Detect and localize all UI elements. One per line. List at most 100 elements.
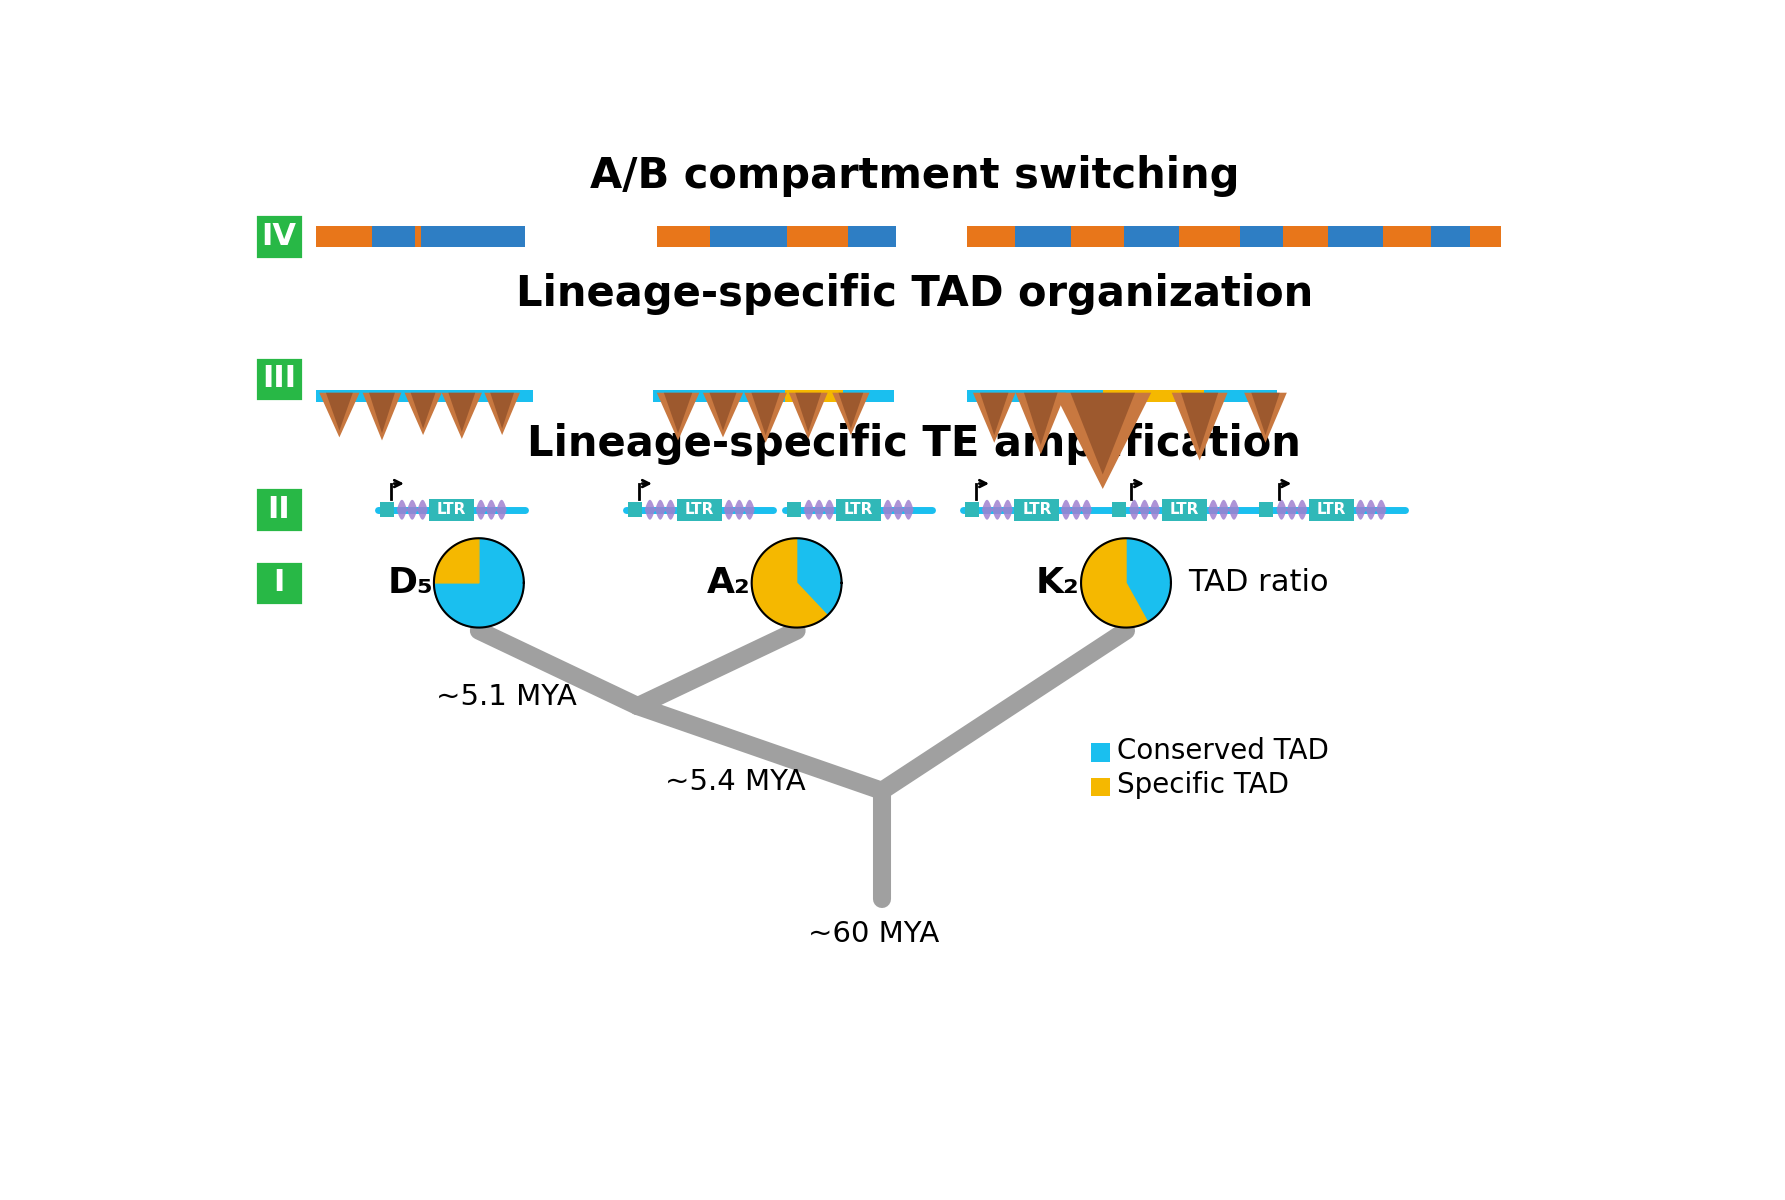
Polygon shape (491, 392, 514, 428)
Polygon shape (434, 539, 523, 628)
Bar (1283, 226, 1328, 247)
Bar (1112, 502, 1126, 517)
Bar (787, 502, 800, 517)
Bar (653, 390, 785, 402)
Text: LTR: LTR (685, 503, 714, 517)
Bar (1014, 499, 1059, 521)
Polygon shape (369, 392, 394, 433)
Polygon shape (327, 392, 353, 431)
Bar (787, 226, 848, 247)
Text: LTR: LTR (1317, 503, 1346, 517)
FancyBboxPatch shape (255, 560, 303, 605)
Text: A/B compartment switching: A/B compartment switching (589, 155, 1239, 197)
Polygon shape (1025, 392, 1057, 445)
Text: LTR: LTR (1169, 503, 1200, 517)
Polygon shape (1055, 392, 1151, 488)
Bar (785, 390, 843, 402)
Bar (967, 390, 1103, 402)
Bar (1432, 226, 1471, 247)
Bar (657, 226, 710, 247)
Text: Lineage-specific TE amplification: Lineage-specific TE amplification (528, 424, 1301, 466)
Polygon shape (832, 392, 869, 436)
Bar (1071, 226, 1125, 247)
Bar (1016, 226, 1071, 247)
Polygon shape (1130, 499, 1160, 520)
Polygon shape (723, 499, 755, 520)
Bar (1091, 743, 1110, 762)
Polygon shape (982, 499, 1012, 520)
Polygon shape (1126, 539, 1171, 622)
Polygon shape (396, 499, 428, 520)
Text: ~5.1 MYA: ~5.1 MYA (436, 683, 577, 710)
Polygon shape (477, 499, 507, 520)
Text: ~5.4 MYA: ~5.4 MYA (664, 768, 805, 796)
Polygon shape (1244, 392, 1287, 443)
Text: LTR: LTR (1023, 503, 1051, 517)
Polygon shape (751, 392, 780, 436)
Polygon shape (789, 392, 828, 439)
Polygon shape (1208, 499, 1239, 520)
Text: Lineage-specific TAD organization: Lineage-specific TAD organization (516, 274, 1314, 316)
Bar (380, 502, 394, 517)
Polygon shape (839, 392, 864, 428)
Bar (848, 226, 896, 247)
Bar (1383, 226, 1432, 247)
Bar (835, 499, 882, 521)
Bar (677, 499, 723, 521)
Polygon shape (703, 392, 743, 437)
Polygon shape (441, 392, 482, 439)
Bar (1258, 502, 1273, 517)
Text: A₂: A₂ (707, 566, 750, 600)
Bar (710, 226, 787, 247)
FancyBboxPatch shape (255, 487, 303, 532)
Polygon shape (1082, 539, 1148, 628)
Polygon shape (644, 499, 677, 520)
Bar (967, 226, 1016, 247)
Polygon shape (320, 392, 359, 437)
Polygon shape (744, 392, 787, 443)
Polygon shape (362, 392, 402, 440)
Polygon shape (1016, 392, 1066, 455)
Bar (477, 226, 525, 247)
Polygon shape (980, 392, 1009, 436)
Bar (371, 226, 414, 247)
Polygon shape (1251, 392, 1280, 436)
Polygon shape (803, 499, 835, 520)
Text: K₂: K₂ (1035, 566, 1080, 600)
Polygon shape (1071, 392, 1135, 474)
Text: LTR: LTR (437, 503, 466, 517)
Polygon shape (1355, 499, 1387, 520)
Bar (843, 390, 894, 402)
Polygon shape (448, 392, 475, 432)
Bar (628, 502, 641, 517)
Text: III: III (262, 365, 296, 394)
Bar (1125, 226, 1180, 247)
Polygon shape (405, 392, 441, 436)
Text: IV: IV (261, 222, 296, 251)
Text: D₅: D₅ (387, 566, 434, 600)
Polygon shape (657, 392, 700, 440)
Bar (1180, 226, 1241, 247)
Polygon shape (664, 392, 693, 433)
Bar (1241, 226, 1283, 247)
Bar (1103, 390, 1203, 402)
Bar (316, 390, 534, 402)
Polygon shape (1182, 392, 1217, 450)
Polygon shape (796, 392, 821, 432)
Polygon shape (751, 539, 828, 628)
Polygon shape (484, 392, 519, 436)
Polygon shape (1276, 499, 1307, 520)
Polygon shape (411, 392, 436, 428)
Bar (1203, 390, 1276, 402)
FancyBboxPatch shape (255, 356, 303, 401)
Bar (428, 499, 475, 521)
Text: LTR: LTR (844, 503, 873, 517)
Bar (1091, 778, 1110, 796)
Bar (966, 502, 978, 517)
Bar (471, 226, 477, 247)
Text: II: II (268, 496, 291, 524)
Polygon shape (882, 499, 914, 520)
Polygon shape (973, 392, 1016, 443)
Bar (421, 226, 471, 247)
Bar (1328, 226, 1383, 247)
